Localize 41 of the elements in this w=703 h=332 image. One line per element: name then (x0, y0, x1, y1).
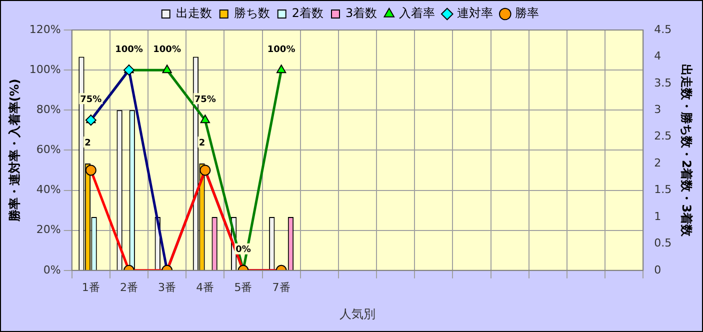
x-tick-label: 5番 (234, 280, 252, 294)
legend-label: 入着率 (399, 6, 436, 20)
y-tick-label: 100% (29, 62, 61, 76)
data-label: 2 (84, 138, 91, 148)
y2-tick-label: 1.5 (654, 183, 672, 196)
y2-tick-label: 4 (654, 50, 662, 63)
x-tick-label: 3番 (158, 280, 176, 294)
data-label: 100% (115, 44, 143, 55)
y2-tick-label: 0.5 (654, 236, 672, 250)
data-label: 2 (198, 138, 206, 148)
legend-label: 連対率 (457, 6, 494, 20)
y2-tick-label: 2.5 (654, 130, 672, 143)
y2-tick-label: 1 (654, 210, 662, 223)
data-label: 100% (267, 44, 296, 55)
y-tick-label: 0% (43, 263, 61, 276)
x-tick-label: 1番 (82, 280, 100, 294)
data-label: 0% (236, 245, 251, 256)
y2-tick-label: 4.5 (654, 22, 672, 36)
y2-tick-label: 0 (654, 263, 662, 276)
legend-label: 3着数 (346, 6, 378, 20)
y-tick-label: 60% (36, 143, 61, 156)
y-tick-label: 80% (36, 102, 61, 116)
legend-label: 勝ち数 (234, 6, 270, 20)
y2-tick-label: 3.5 (654, 76, 672, 90)
y-tick-label: 20% (36, 223, 61, 236)
x-tick-label: 2番 (120, 280, 138, 294)
data-label: 75% (194, 94, 216, 105)
data-label: 75% (80, 94, 102, 105)
y2-tick-label: 2 (654, 156, 662, 170)
x-axis-title: 人気別 (339, 306, 376, 321)
y-tick-label: 40% (36, 183, 61, 196)
y2-tick-label: 3 (654, 102, 662, 116)
x-tick-label: 7番 (272, 280, 290, 294)
data-label: 100% (153, 44, 181, 55)
y-tick-label: 120% (29, 22, 61, 36)
legend-label: 勝率 (515, 6, 540, 20)
legend-label: 2着数 (292, 6, 324, 20)
legend-label: 出走数 (176, 6, 212, 20)
y-axis-title: 勝率・連対率・入着率(%) (7, 78, 22, 223)
x-tick-label: 4番 (196, 280, 214, 294)
y2-axis-title: 出走数・勝ち数・2着数・3着数 (680, 64, 694, 238)
